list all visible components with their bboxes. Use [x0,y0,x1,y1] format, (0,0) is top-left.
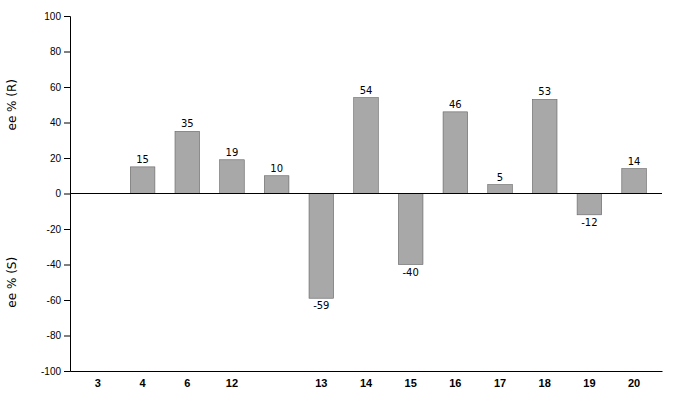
data-label: 35 [181,118,194,129]
x-tick: 19 [583,377,595,389]
category-label: 3 [95,377,101,389]
y-label-top: ee % (R) [5,79,19,131]
x-tick: 16 [449,377,461,389]
category-label: 19 [583,377,595,389]
x-tick: 18 [539,377,551,389]
bar [309,194,334,299]
y-tick-mark [64,123,70,124]
y-tick-label: 100 [44,11,61,22]
y-tick-label: 60 [50,82,62,93]
x-axis-line [71,371,663,372]
x-tick: 12 [226,377,238,389]
data-label: 15 [136,154,149,165]
y-tick: -80 [47,330,70,341]
category-label: 17 [494,377,506,389]
y-tick-label: -80 [47,330,62,341]
y-tick-mark [64,194,70,195]
y-tick: 60 [50,82,70,93]
y-tick: 40 [50,117,70,128]
y-tick: -60 [47,295,70,306]
y-tick: 100 [44,11,70,22]
y-tick: -20 [47,224,70,235]
bar [443,112,468,194]
bar [532,99,557,193]
x-tick: 4 [140,377,147,389]
data-label: -12 [581,217,597,228]
y-axis: -100 -80 -60 -40 -20 0 20 40 60 80 100 [41,11,71,377]
x-tick: 17 [494,377,506,389]
zero-line [70,193,662,194]
x-tick: 6 [184,377,190,389]
data-label: 19 [226,147,239,158]
data-label: 14 [628,156,641,167]
y-tick-label: 0 [55,188,61,199]
bar [354,98,379,194]
y-tick-mark [64,52,70,53]
y-tick-mark [64,16,70,17]
plot: -100-80-60-40-20020406080100346121314151… [5,11,663,390]
x-tick: 15 [405,377,417,389]
bar [488,185,513,194]
x-tick: 14 [360,377,373,389]
category-label: 4 [140,377,147,389]
y-tick-mark [64,229,70,230]
category-label: 16 [449,377,461,389]
data-labels: 15 35 19 10 -59 54 -40 46 5 53 -12 14 [136,85,640,312]
bar [577,194,602,215]
x-axis: 3 4 6 12 13 14 15 16 17 18 19 20 [71,372,663,390]
y-tick-label: -100 [41,366,61,377]
chart: -100-80-60-40-20020406080100346121314151… [0,0,678,401]
x-tick: 13 [315,377,327,389]
category-label: 20 [628,377,640,389]
bar [130,167,155,194]
category-label: 18 [539,377,551,389]
data-label: 46 [449,99,462,110]
y-tick-mark [64,371,70,372]
category-label: 6 [184,377,190,389]
data-label: -40 [403,267,419,278]
y-tick-mark [64,87,70,88]
y-tick-label: 40 [50,117,62,128]
bar [398,194,423,265]
y-tick-label: -40 [47,259,62,270]
y-axis-line [64,17,71,372]
y-tick-label: -20 [47,224,62,235]
y-tick-mark [64,300,70,301]
y-tick-label: -60 [47,295,62,306]
y-tick: 80 [50,46,70,57]
data-label: 53 [538,86,551,97]
data-label: -59 [313,300,329,311]
y-tick-mark [64,158,70,159]
y-tick-label: 20 [50,153,62,164]
bar [220,160,245,194]
bar [264,176,289,194]
y-tick: -100 [41,366,70,377]
category-label: 12 [226,377,238,389]
x-tick: 20 [628,377,640,389]
y-tick-label: 80 [50,46,62,57]
bars [130,98,646,299]
y-tick-mark [64,336,70,337]
category-label: 15 [405,377,417,389]
category-label: 13 [315,377,327,389]
y-tick-mark [64,265,70,266]
bar [622,169,647,194]
y-tick: 0 [55,188,70,199]
bar [175,131,200,193]
data-label: 54 [360,85,373,96]
y-label-bottom: ee % (S) [5,257,19,308]
x-tick: 3 [95,377,101,389]
data-label: 10 [270,163,283,174]
y-tick: 20 [50,153,70,164]
category-label: 14 [360,377,373,389]
y-tick: -40 [47,259,70,270]
data-label: 5 [497,172,503,183]
